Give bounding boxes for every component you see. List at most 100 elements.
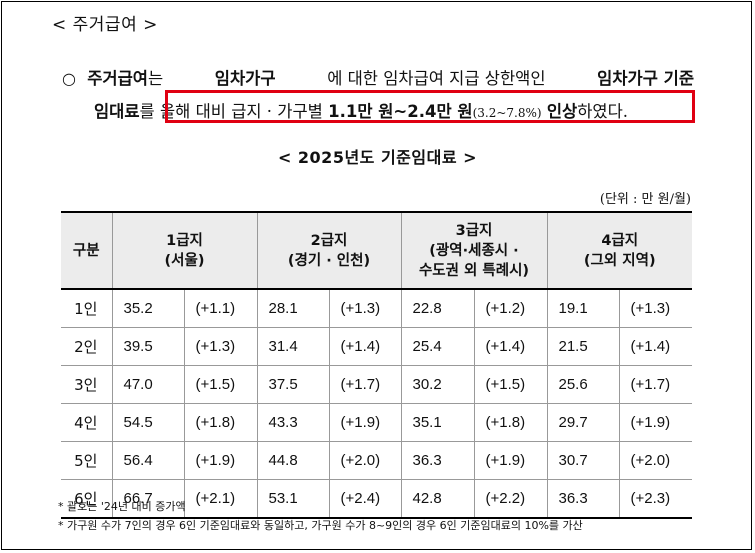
rent-value-cell: 35.2 — [111, 288, 185, 328]
table-row: 3인 47.0 (+1.5) 37.5 (+1.7) 30.2 (+1.5) 25.6 (+1.… — [61, 365, 692, 404]
table-row: 4인 54.5 (+1.8) 43.3 (+1.9) 35.1 (+1.8) 29.7 (+1.… — [61, 403, 692, 442]
increase-cell: (+2.0) — [328, 441, 402, 480]
increase-cell: (+1.1) — [183, 288, 258, 328]
table-row: 1인 35.2 (+1.1) 28.1 (+1.3) 22.8 (+1.2) 19.1 (+1.… — [61, 288, 692, 328]
increase-cell: (+2.2) — [473, 479, 548, 519]
paragraph-lead: ○ 주거급여는 — [62, 62, 163, 95]
header-tier-4: 4급지 (그외 지역) — [546, 212, 692, 289]
bullet-circle-icon: ○ — [62, 69, 76, 88]
row-label: 4인 — [61, 403, 113, 442]
row-label: 5인 — [61, 441, 113, 480]
rent-value-cell: 39.5 — [111, 327, 185, 366]
term-standard-rent: 임차가구 기준 — [597, 69, 694, 88]
row-label: 1인 — [61, 288, 113, 328]
increase-amount: 1.1만 원~2.4만 원 — [328, 102, 473, 121]
rent-value-cell: 53.1 — [256, 479, 330, 519]
rent-value-cell: 37.5 — [256, 365, 330, 404]
section-title: < 주거급여 > — [52, 15, 158, 35]
rent-value-cell: 31.4 — [256, 327, 330, 366]
increase-cell: (+1.5) — [473, 365, 548, 404]
term-housing-benefit: 주거급여 — [87, 69, 148, 88]
row-label: 2인 — [61, 327, 113, 366]
rent-value-cell: 56.4 — [111, 441, 185, 480]
rent-value-cell: 54.5 — [111, 403, 185, 442]
increase-cell: (+1.3) — [183, 327, 258, 366]
paragraph-line-1: ○ 주거급여는 임차가구 에 대한 임차급여 지급 상한액인 임차가구 기준 — [62, 62, 694, 95]
term-increase: 인상 — [546, 102, 578, 121]
header-line: (서울) — [164, 252, 205, 269]
rent-value-cell: 35.1 — [400, 403, 475, 442]
increase-cell: (+1.9) — [328, 403, 402, 442]
unit-label: (단위 : 만 원/월) — [599, 192, 691, 207]
table-row: 5인 56.4 (+1.9) 44.8 (+2.0) 36.3 (+1.9) 30.7 (+2.… — [61, 441, 692, 480]
increase-cell: (+1.8) — [473, 403, 548, 442]
paragraph-text: 올해 대비 급지 · 가구별 — [159, 102, 323, 121]
summary-paragraph: ○ 주거급여는 임차가구 에 대한 임차급여 지급 상한액인 임차가구 기준 임… — [62, 62, 702, 130]
increase-cell: (+1.3) — [328, 288, 402, 328]
highlight-box — [165, 90, 695, 123]
rent-value-cell: 66.7 — [111, 479, 185, 519]
header-line: 1급지 — [166, 232, 203, 249]
header-tier-2: 2급지 (경기 · 인천) — [256, 212, 402, 289]
rent-value-cell: 30.2 — [400, 365, 475, 404]
table-row: 2인 39.5 (+1.3) 31.4 (+1.4) 25.4 (+1.4) 21.5 (+1.… — [61, 327, 692, 366]
increase-cell: (+1.7) — [328, 365, 402, 404]
increase-cell: (+1.4) — [473, 327, 548, 366]
rent-value-cell: 47.0 — [111, 365, 185, 404]
paragraph-text: 를 — [139, 102, 155, 121]
row-label: 3인 — [61, 365, 113, 404]
term-rent: 임대료 — [94, 102, 140, 121]
rent-value-cell: 29.7 — [546, 403, 620, 442]
term-rental-household: 임차가구 — [214, 69, 276, 88]
rent-value-cell: 22.8 — [400, 288, 475, 328]
header-line: (그외 지역) — [583, 252, 656, 269]
increase-cell: (+1.2) — [473, 288, 548, 328]
rent-value-cell: 19.1 — [546, 288, 620, 328]
header-line: 2급지 — [310, 232, 348, 249]
rent-value-cell: 30.7 — [546, 441, 620, 480]
rent-value-cell: 25.6 — [546, 365, 620, 404]
increase-cell: (+1.4) — [328, 327, 402, 366]
table-title: < 2025년도 기준임대료 > — [277, 148, 478, 167]
rent-value-cell: 36.3 — [546, 479, 620, 519]
footnote: * 괄호는 '24년 대비 증가액 — [58, 500, 186, 513]
increase-cell: (+2.4) — [328, 479, 402, 519]
rent-value-cell: 43.3 — [256, 403, 330, 442]
rent-value-cell: 36.3 — [400, 441, 475, 480]
standard-rent-table: 구분 1급지 (서울) 2급지 (경기 · 인천) 3급지 (광역·세종시 · … — [61, 211, 692, 519]
increase-cell: (+1.3) — [618, 288, 692, 328]
paragraph-text: 는 — [147, 69, 164, 88]
header-category: 구분 — [61, 212, 113, 289]
header-line: (경기 · 인천) — [287, 252, 371, 269]
increase-cell: (+1.4) — [618, 327, 692, 366]
footnote: * 가구원 수가 7인의 경우 6인 기준임대료와 동일하고, 가구원 수가 8… — [58, 519, 583, 532]
footnotes: * 괄호는 '24년 대비 증가액 * 가구원 수가 7인의 경우 6인 기준임… — [58, 497, 583, 535]
table-row: 6인 66.7 (+2.1) 53.1 (+2.4) 42.8 (+2.2) 36.3 (+2.… — [61, 479, 692, 519]
rent-value-cell: 44.8 — [256, 441, 330, 480]
header-line: 수도권 외 특례시) — [418, 262, 530, 279]
header-line: 3급지 — [455, 222, 493, 239]
increase-cell: (+1.8) — [183, 403, 258, 442]
table-header-row: 구분 1급지 (서울) 2급지 (경기 · 인천) 3급지 (광역·세종시 · … — [61, 212, 692, 289]
increase-cell: (+1.7) — [618, 365, 692, 404]
rent-value-cell: 21.5 — [546, 327, 620, 366]
header-tier-1: 1급지 (서울) — [111, 212, 258, 289]
row-label: 6인 — [61, 479, 113, 519]
increase-cell: (+1.5) — [183, 365, 258, 404]
rent-value-cell: 28.1 — [256, 288, 330, 328]
rent-value-cell: 42.8 — [400, 479, 475, 519]
increase-cell: (+2.1) — [183, 479, 258, 519]
header-tier-3: 3급지 (광역·세종시 · 수도권 외 특례시) — [400, 212, 548, 289]
paragraph-line-2: 임대료를 올해 대비 급지 · 가구별 1.1만 원~2.4만 원(3.2~7.… — [62, 95, 702, 130]
paragraph-text: 하였다. — [577, 102, 629, 121]
increase-percent: (3.2~7.8%) — [472, 106, 542, 120]
header-line: (광역·세종시 · — [429, 242, 519, 259]
paragraph-text: 에 대한 임차급여 지급 상한액인 — [327, 69, 546, 88]
increase-cell: (+1.9) — [618, 403, 692, 442]
rent-value-cell: 25.4 — [400, 327, 475, 366]
increase-cell: (+1.9) — [473, 441, 548, 480]
increase-cell: (+2.0) — [618, 441, 692, 480]
increase-cell: (+1.9) — [183, 441, 258, 480]
header-line: 4급지 — [601, 232, 639, 249]
